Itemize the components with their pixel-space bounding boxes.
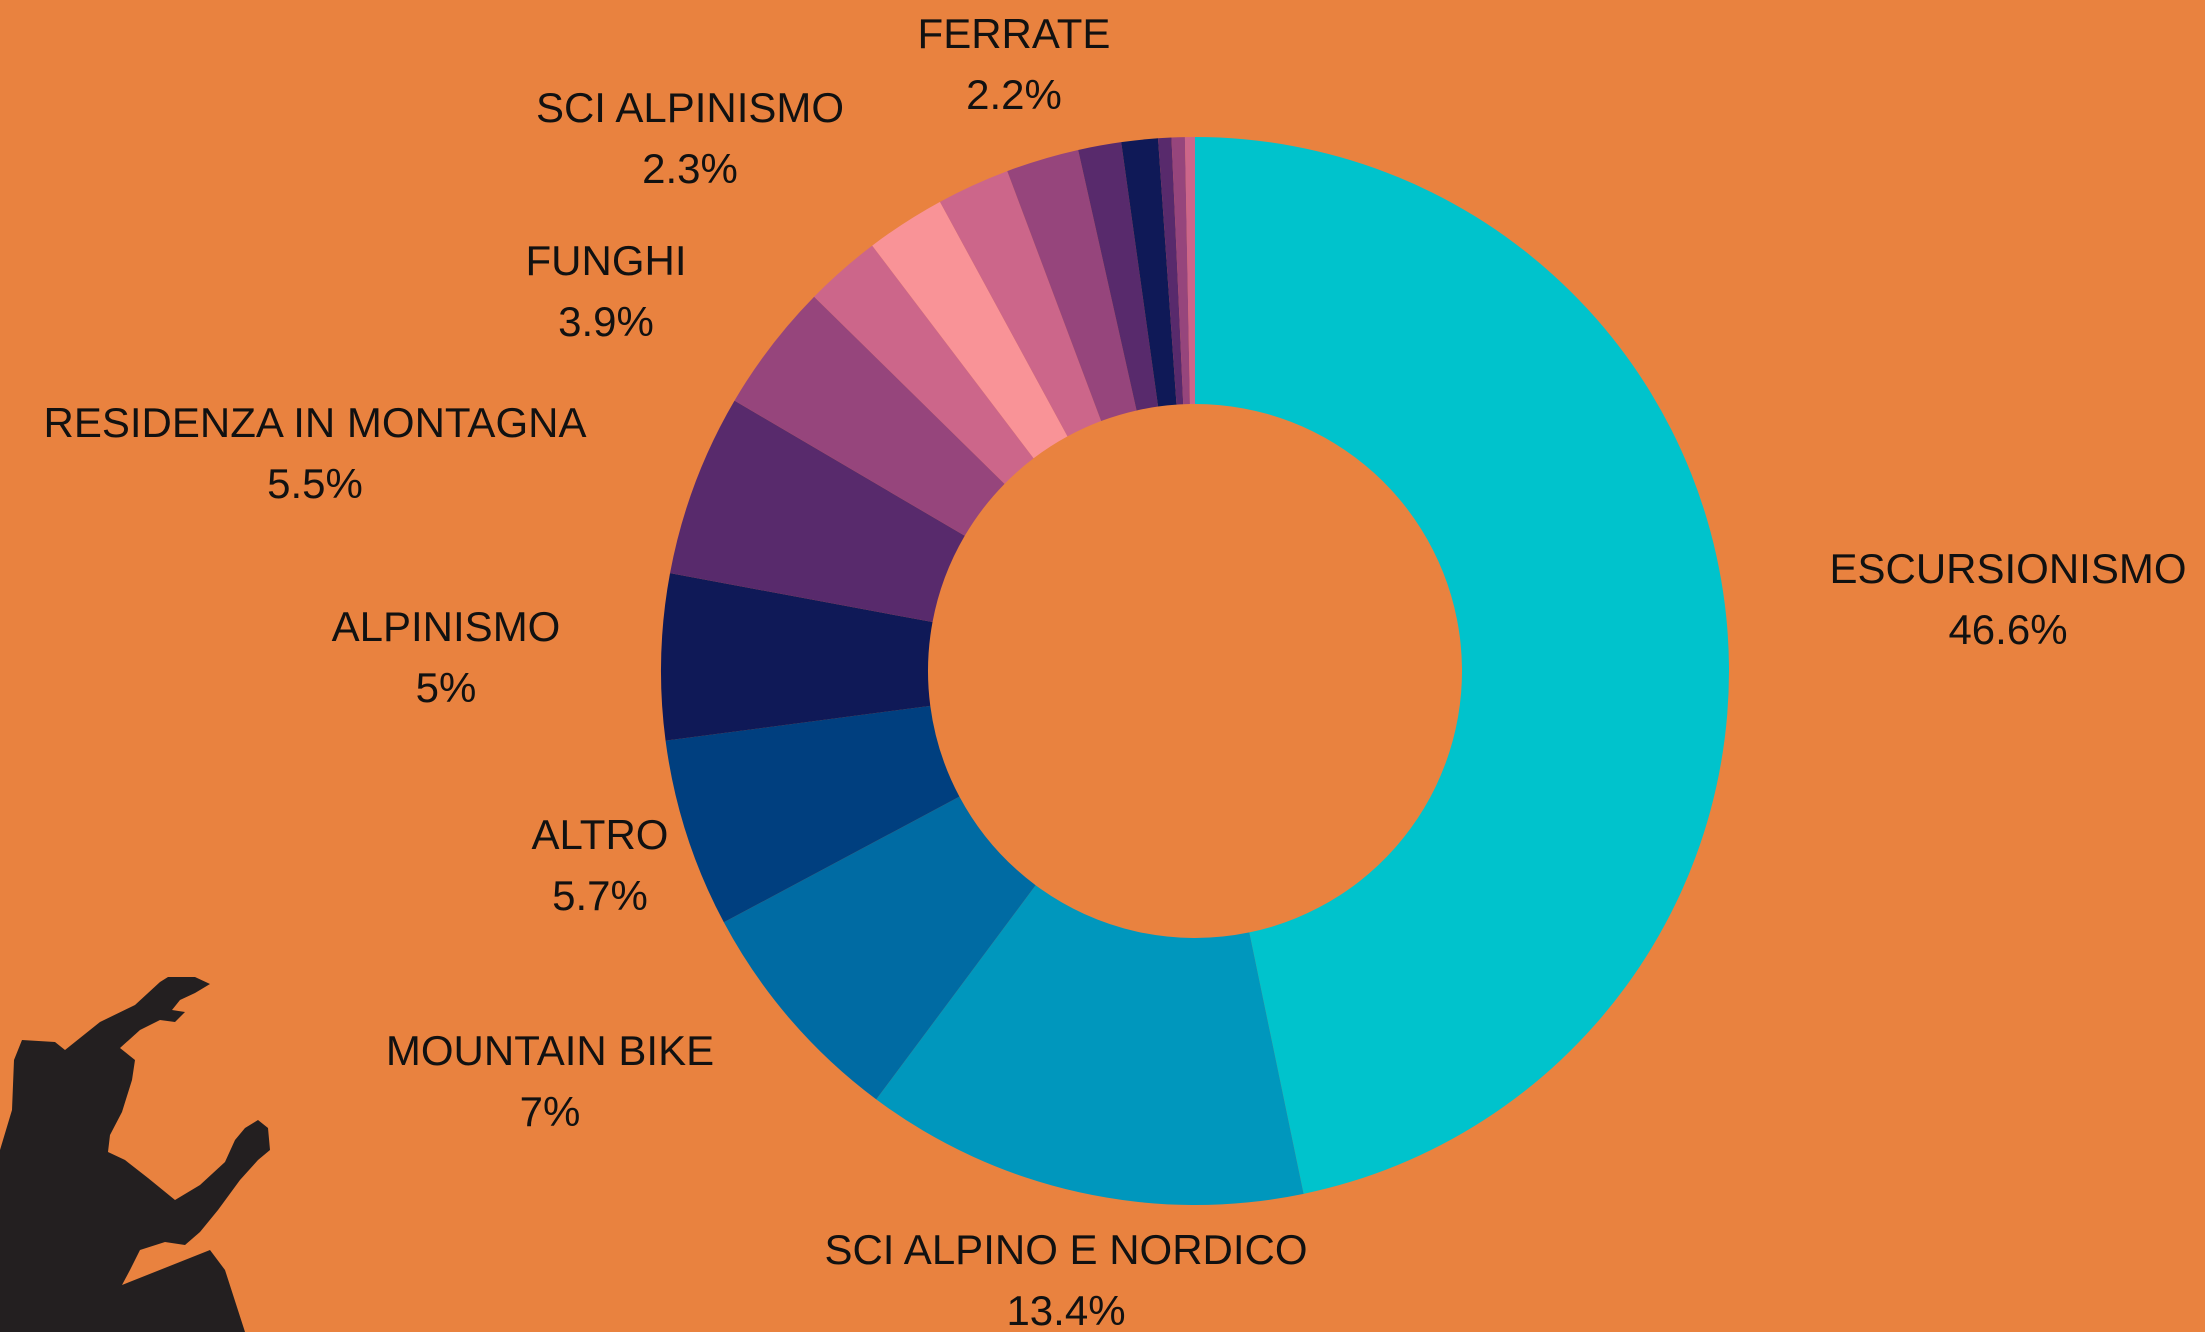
slice-label: RESIDENZA IN MONTAGNA	[44, 399, 587, 446]
slice-label: ALTRO	[532, 811, 669, 858]
value-label: 5.7%	[552, 872, 648, 919]
slice-label: FUNGHI	[526, 237, 687, 284]
value-label: 46.6%	[1948, 606, 2067, 653]
slice-label: ALPINISMO	[332, 603, 561, 650]
value-label: 13.4%	[1006, 1287, 1125, 1332]
chart: ESCURSIONISMO 46.6% SCI ALPINO E NORDICO 13…	[0, 0, 2205, 1332]
value-label: 7%	[520, 1088, 581, 1135]
page: {"chart_data": {"type": "donut", "catego…	[0, 0, 2205, 1332]
slice-label: ESCURSIONISMO	[1829, 545, 2186, 592]
slice-label: SCI ALPINO E NORDICO	[824, 1226, 1307, 1273]
slice-label: MOUNTAIN BIKE	[386, 1027, 714, 1074]
value-label: 5.5%	[267, 460, 363, 507]
value-label: 5%	[416, 664, 477, 711]
value-label: 2.3%	[642, 145, 738, 192]
slice-label: FERRATE	[918, 10, 1111, 57]
value-label: 3.9%	[558, 298, 654, 345]
slice-label: SCI ALPINISMO	[536, 84, 844, 131]
value-label: 2.2%	[966, 71, 1062, 118]
